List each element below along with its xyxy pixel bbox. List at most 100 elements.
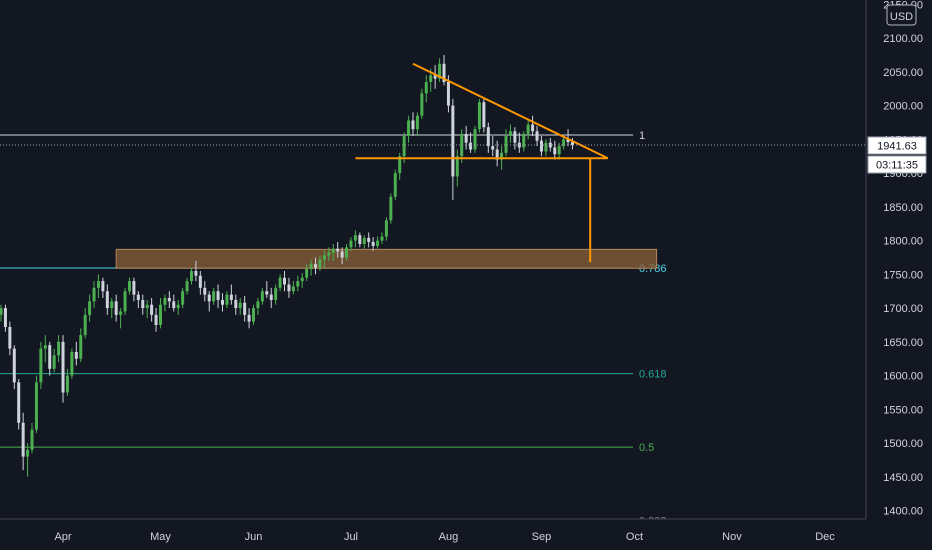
candle-body — [327, 252, 331, 256]
candle-body — [318, 259, 322, 268]
candle-body — [491, 146, 495, 150]
price-axis[interactable]: 1400.00 1450.00 1500.00 1550.00 1600.00 1650.… — [865, 0, 932, 550]
candle-body — [548, 142, 552, 148]
candle-body — [136, 294, 140, 300]
candle-body — [500, 152, 504, 160]
candle-body — [553, 147, 557, 155]
candle-body — [539, 140, 543, 152]
candle-body — [256, 301, 260, 309]
candle-body — [371, 241, 375, 246]
candle — [407, 115, 411, 143]
candle-body — [132, 281, 136, 295]
candle — [486, 122, 490, 153]
candle-body — [376, 240, 380, 246]
candle-body — [30, 429, 34, 450]
candle — [141, 294, 145, 315]
candle-body — [114, 301, 118, 315]
price-tick-label: 1450.00 — [883, 472, 923, 484]
candle — [283, 270, 287, 292]
candle — [26, 443, 30, 477]
candle-body — [96, 281, 100, 288]
candle-body — [322, 255, 326, 260]
candle-body — [407, 120, 411, 136]
price-tick-label: 1700.00 — [883, 303, 923, 315]
candle — [491, 135, 495, 157]
candle — [442, 54, 446, 86]
time-tick-label: Dec — [815, 531, 835, 543]
candle-body — [526, 124, 530, 134]
candle — [221, 293, 224, 312]
candle — [305, 264, 309, 282]
candle-body — [269, 294, 273, 300]
candle — [198, 270, 202, 295]
candle — [57, 335, 61, 363]
price-tick-label: 2000.00 — [883, 101, 923, 113]
candle — [482, 97, 486, 133]
candle-body — [172, 301, 176, 309]
candle-body — [283, 277, 287, 285]
candle — [247, 308, 251, 329]
currency-label: USD — [890, 11, 913, 23]
candle-body — [362, 237, 366, 244]
candle — [216, 284, 220, 309]
candle — [544, 139, 548, 157]
candle — [473, 125, 477, 153]
candle — [349, 237, 353, 251]
candle — [464, 125, 468, 150]
price-tick-label: 2050.00 — [883, 67, 923, 79]
time-tick-label: Apr — [54, 531, 71, 543]
candle — [243, 295, 247, 322]
time-axis[interactable]: Apr May Jun Jul Aug Sep Oct Nov Dec — [0, 518, 866, 550]
candle — [469, 132, 473, 153]
candle — [145, 300, 149, 319]
candle — [367, 232, 371, 248]
candle — [150, 297, 154, 322]
candle — [34, 375, 38, 433]
time-tick-label: Nov — [722, 531, 742, 543]
price-tick-label: 2100.00 — [883, 33, 923, 45]
last-price-label-box — [867, 136, 927, 155]
candle — [557, 142, 561, 160]
price-tick-label: 1750.00 — [883, 269, 923, 281]
candle-body — [61, 341, 65, 393]
candle — [234, 294, 238, 315]
candle — [92, 281, 96, 309]
candle-body — [3, 308, 7, 327]
candle — [278, 274, 282, 292]
candle — [331, 243, 335, 261]
candle-body — [460, 133, 464, 157]
candle-body — [398, 156, 402, 174]
price-tick-label: 1650.00 — [883, 337, 923, 349]
candle-body — [79, 335, 83, 359]
price-tick-label: 1550.00 — [883, 404, 923, 416]
candle-body — [88, 301, 92, 315]
candle — [48, 341, 52, 376]
candle — [114, 294, 118, 322]
candle-body — [145, 304, 149, 309]
candle-body — [39, 348, 43, 383]
candle-body — [150, 304, 154, 315]
candle-body — [252, 308, 256, 322]
candle — [384, 216, 388, 241]
candle — [163, 294, 167, 312]
candle — [358, 232, 362, 248]
candle-body — [247, 314, 251, 322]
candle — [495, 140, 499, 167]
candle-body — [358, 235, 362, 244]
candle-body — [367, 237, 371, 242]
candle — [158, 297, 162, 329]
candle-body — [101, 281, 105, 292]
candle-body — [420, 93, 424, 116]
candle-body — [74, 351, 78, 359]
candle — [225, 291, 229, 309]
candle — [212, 287, 216, 305]
candle-body — [535, 131, 539, 141]
candle-body — [52, 355, 56, 369]
candle-body — [455, 156, 459, 177]
candle — [88, 294, 92, 322]
candle-body — [477, 102, 481, 130]
candle — [127, 277, 131, 295]
fib-label-0-618: 0.618 — [639, 369, 667, 381]
candle-body — [158, 304, 162, 325]
